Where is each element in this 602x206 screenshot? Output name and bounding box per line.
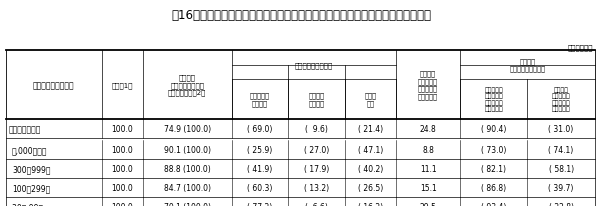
- Text: 令和５年調査計: 令和５年調査計: [9, 124, 42, 133]
- Text: 84.7 (100.0): 84.7 (100.0): [164, 183, 211, 192]
- Text: ( 27.0): ( 27.0): [304, 145, 329, 154]
- Text: ( 86.8): ( 86.8): [481, 183, 506, 192]
- Text: 企業規模・産業・年: 企業規模・産業・年: [33, 81, 75, 89]
- Text: ( 90.4): ( 90.4): [481, 124, 506, 133]
- Text: 100～299人: 100～299人: [12, 183, 51, 192]
- Text: 88.8 (100.0): 88.8 (100.0): [164, 164, 211, 173]
- Text: 両制度
併用: 両制度 併用: [365, 92, 377, 107]
- Text: 90.1 (100.0): 90.1 (100.0): [164, 145, 211, 154]
- Text: ( 93.4): ( 93.4): [481, 202, 506, 206]
- Text: （再掲）
退職給付制度がある: （再掲） 退職給付制度がある: [509, 58, 545, 72]
- Text: 24.8: 24.8: [420, 124, 436, 133]
- Text: 29.5: 29.5: [420, 202, 436, 206]
- Text: 退職年金
制度のみ: 退職年金 制度のみ: [309, 92, 324, 107]
- Text: 300～999人: 300～999人: [12, 164, 51, 173]
- Text: ( 39.7): ( 39.7): [548, 183, 574, 192]
- Text: 11.1: 11.1: [420, 164, 436, 173]
- Text: 100.0: 100.0: [111, 183, 133, 192]
- Text: ( 74.1): ( 74.1): [548, 145, 574, 154]
- Text: ( 60.3): ( 60.3): [247, 183, 273, 192]
- Text: 100.0: 100.0: [111, 164, 133, 173]
- Text: 第16表　退職給付（一時金・年金）制度の有無、退職給付制度の形態別企業割合: 第16表 退職給付（一時金・年金）制度の有無、退職給付制度の形態別企業割合: [171, 9, 431, 22]
- Text: 100.0: 100.0: [111, 145, 133, 154]
- Text: ( 58.1): ( 58.1): [548, 164, 574, 173]
- Text: ( 69.0): ( 69.0): [247, 124, 273, 133]
- Text: ( 47.1): ( 47.1): [358, 145, 383, 154]
- Text: ( 26.5): ( 26.5): [358, 183, 383, 192]
- Text: 70.1 (100.0): 70.1 (100.0): [164, 202, 211, 206]
- Text: 74.9 (100.0): 74.9 (100.0): [164, 124, 211, 133]
- Text: 退職給付
（一時金・
年金）制度
がない企業: 退職給付 （一時金・ 年金）制度 がない企業: [418, 70, 438, 100]
- Text: ( 22.8): ( 22.8): [548, 202, 574, 206]
- Text: ( 73.0): ( 73.0): [481, 145, 506, 154]
- Text: 退職年金
制度がある
（両制度併
用を含む）: 退職年金 制度がある （両制度併 用を含む）: [551, 87, 571, 112]
- Text: 15.1: 15.1: [420, 183, 436, 192]
- Text: 8.8: 8.8: [422, 145, 434, 154]
- Text: (  6.6): ( 6.6): [305, 202, 328, 206]
- Text: (  9.6): ( 9.6): [305, 124, 328, 133]
- Text: 退職給付制度の形態: 退職給付制度の形態: [295, 62, 333, 68]
- Text: ( 25.9): ( 25.9): [247, 145, 273, 154]
- Text: ( 40.2): ( 40.2): [358, 164, 383, 173]
- Text: 100.0: 100.0: [111, 202, 133, 206]
- Text: 退職給付
（一時金・年金）
制度がある企業2）: 退職給付 （一時金・年金） 制度がある企業2）: [168, 74, 206, 96]
- Text: ( 31.0): ( 31.0): [548, 124, 574, 133]
- Text: ( 41.9): ( 41.9): [247, 164, 273, 173]
- Text: 退職一時金
制度のみ: 退職一時金 制度のみ: [250, 92, 270, 107]
- Text: 全企業1）: 全企業1）: [111, 82, 133, 88]
- Text: 30～ 99人: 30～ 99人: [12, 202, 43, 206]
- Text: ( 77.2): ( 77.2): [247, 202, 273, 206]
- Text: 100.0: 100.0: [111, 124, 133, 133]
- Text: ( 17.9): ( 17.9): [304, 164, 329, 173]
- Text: １,000人以上: １,000人以上: [12, 145, 48, 154]
- Text: ( 13.2): ( 13.2): [304, 183, 329, 192]
- Text: ( 21.4): ( 21.4): [358, 124, 383, 133]
- Text: 退職一時金
制度がある
（両制度併
用を含む）: 退職一時金 制度がある （両制度併 用を含む）: [485, 87, 503, 112]
- Text: ( 16.2): ( 16.2): [358, 202, 383, 206]
- Text: （単位：％）: （単位：％）: [568, 44, 593, 51]
- Text: ( 82.1): ( 82.1): [481, 164, 506, 173]
